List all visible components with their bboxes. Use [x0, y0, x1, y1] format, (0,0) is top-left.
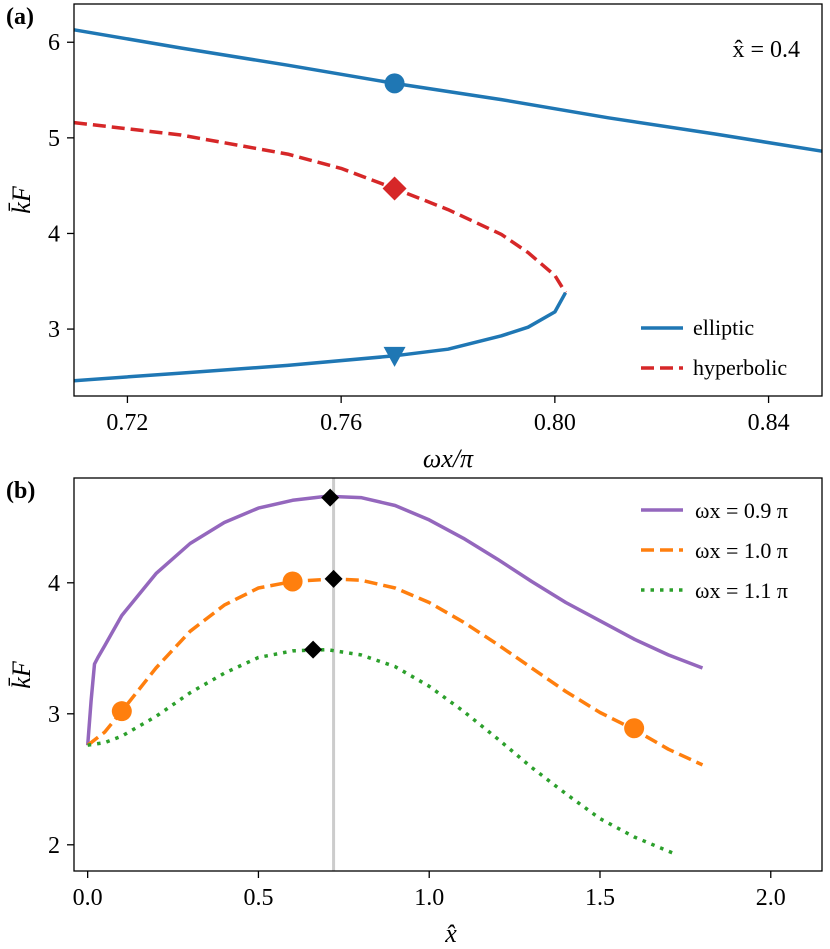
panel-b-x-axis-label: x̂ — [444, 919, 457, 948]
panel-a-series-hyperbolic — [73, 120, 567, 294]
panel-b-x-tick-label: 1.5 — [585, 885, 615, 911]
panel-b: (b) 0.0 0.5 1.0 1.5 2.0 2 3 4 x̂ k̄F ωx = 0.9 … — [6, 477, 823, 948]
panel-b-marker-diamond — [324, 569, 343, 588]
legend-label-omega-1-0: ωx = 1.0 π — [695, 538, 788, 563]
panel-b-frame — [73, 477, 823, 872]
panel-b-series-x-0-9 — [85, 494, 704, 746]
panel-a-annotation: x̂ = 0.4 — [732, 37, 800, 63]
panel-b-marker-circle — [282, 571, 303, 592]
panel-a-y-tick-label: 3 — [48, 317, 60, 343]
panel-a-y-tick-label: 6 — [48, 30, 60, 56]
panel-a-x-tick-label: 0.72 — [106, 410, 148, 436]
legend-label-hyperbolic: hyperbolic — [693, 355, 787, 380]
panel-b-series-x-1-1 — [87, 647, 676, 856]
panel-b-x-ticks: 0.0 0.5 1.0 1.5 2.0 — [73, 871, 786, 911]
legend-label-omega-1-1: ωx = 1.1 π — [695, 578, 788, 603]
panel-b-marker-diamond — [304, 640, 323, 659]
panel-a-x-ticks: 0.72 0.76 0.80 0.84 — [106, 396, 790, 436]
panel-b-y-tick-label: 3 — [48, 702, 60, 728]
panel-b-y-axis-label: k̄F — [7, 660, 36, 689]
panel-b-marker-diamond — [321, 488, 340, 507]
panel-b-plot-area — [85, 478, 704, 871]
panel-b-x-tick-label: 0.5 — [243, 885, 273, 911]
panel-b-series-x-1-0 — [86, 577, 704, 767]
panel-a-x-tick-label: 0.76 — [320, 410, 362, 436]
panel-b-marker-circle — [111, 701, 132, 722]
legend-label-omega-0-9: ωx = 0.9 π — [695, 498, 788, 523]
panel-b-x-tick-label: 1.0 — [414, 885, 444, 911]
panel-a-y-axis-label: k̄F — [7, 185, 36, 214]
panel-a-plot-area — [73, 28, 823, 383]
panel-b-y-tick-label: 2 — [48, 833, 60, 859]
panel-a-frame — [73, 3, 823, 397]
panel-a-legend: elliptic hyperbolic — [641, 315, 787, 380]
panel-a-y-tick-label: 4 — [48, 221, 60, 247]
panel-b-x-tick-label: 2.0 — [756, 885, 786, 911]
panel-a-x-tick-label: 0.80 — [534, 410, 576, 436]
panel-a-marker-circle — [384, 73, 405, 94]
panel-a-marker-diamond — [382, 176, 407, 201]
panel-b-label: (b) — [6, 478, 35, 504]
panel-b-marker-circle — [624, 718, 645, 739]
panel-a-marker-triangle-down — [383, 346, 406, 367]
panel-b-y-tick-label: 4 — [48, 571, 60, 597]
panel-a-series-elliptic-upper — [73, 28, 823, 153]
panel-b-legend: ωx = 0.9 π ωx = 1.0 π ωx = 1.1 π — [641, 498, 788, 603]
panel-b-x-tick-label: 0.0 — [73, 885, 103, 911]
panel-a-y-tick-label: 5 — [48, 126, 60, 152]
panel-a-x-tick-label: 0.84 — [748, 410, 790, 436]
panel-a-label: (a) — [6, 4, 34, 30]
panel-a-series-elliptic-lower — [73, 291, 568, 383]
panel-a-y-ticks: 3 4 5 6 — [48, 30, 74, 343]
panel-a-x-axis-label: ωx/π — [423, 444, 474, 473]
panel-b-y-ticks: 2 3 4 — [48, 571, 74, 859]
legend-label-elliptic: elliptic — [693, 315, 754, 340]
